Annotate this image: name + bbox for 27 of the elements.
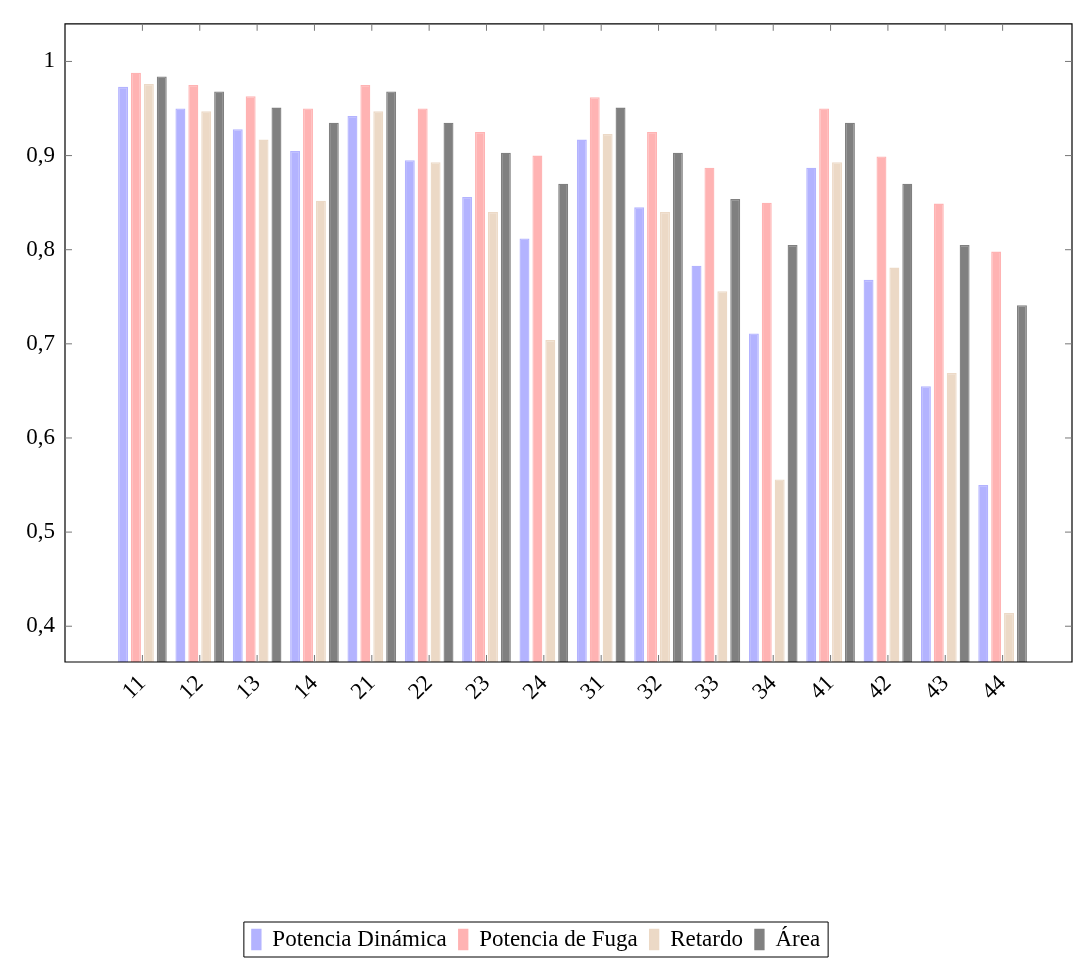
y-tick-label: 1 xyxy=(43,47,55,73)
y-tick-label: 0,6 xyxy=(26,424,55,450)
legend-label: Potencia de Fuga xyxy=(479,925,638,951)
x-tick-label: 13 xyxy=(230,669,265,704)
x-tick-label: 33 xyxy=(689,669,724,704)
y-tick-label: 0,5 xyxy=(26,518,55,544)
legend-label: Potencia Dinámica xyxy=(272,925,447,951)
x-tick-label: 11 xyxy=(116,669,151,704)
y-tick-label: 0,9 xyxy=(26,141,55,167)
x-tick-label: 14 xyxy=(288,669,323,704)
x-tick-label: 12 xyxy=(173,669,208,704)
x-tick-label: 32 xyxy=(632,669,667,704)
x-tick-label: 41 xyxy=(804,669,839,704)
y-tick-label: 0,4 xyxy=(26,612,56,638)
x-tick-label: 34 xyxy=(747,669,782,704)
x-tick-label: 24 xyxy=(517,669,553,704)
legend-label: Retardo xyxy=(670,925,743,951)
x-tick-label: 42 xyxy=(861,669,896,704)
legend-label: Área xyxy=(775,925,821,951)
y-tick-label: 0,8 xyxy=(26,235,55,261)
x-tick-label: 22 xyxy=(403,669,437,704)
x-tick-label: 21 xyxy=(345,669,380,704)
x-tick-label: 23 xyxy=(460,669,495,704)
y-tick-label: 0,7 xyxy=(26,329,55,355)
x-tick-label: 43 xyxy=(919,669,954,704)
x-tick-label: 31 xyxy=(575,669,609,704)
x-tick-label: 44 xyxy=(976,669,1011,704)
